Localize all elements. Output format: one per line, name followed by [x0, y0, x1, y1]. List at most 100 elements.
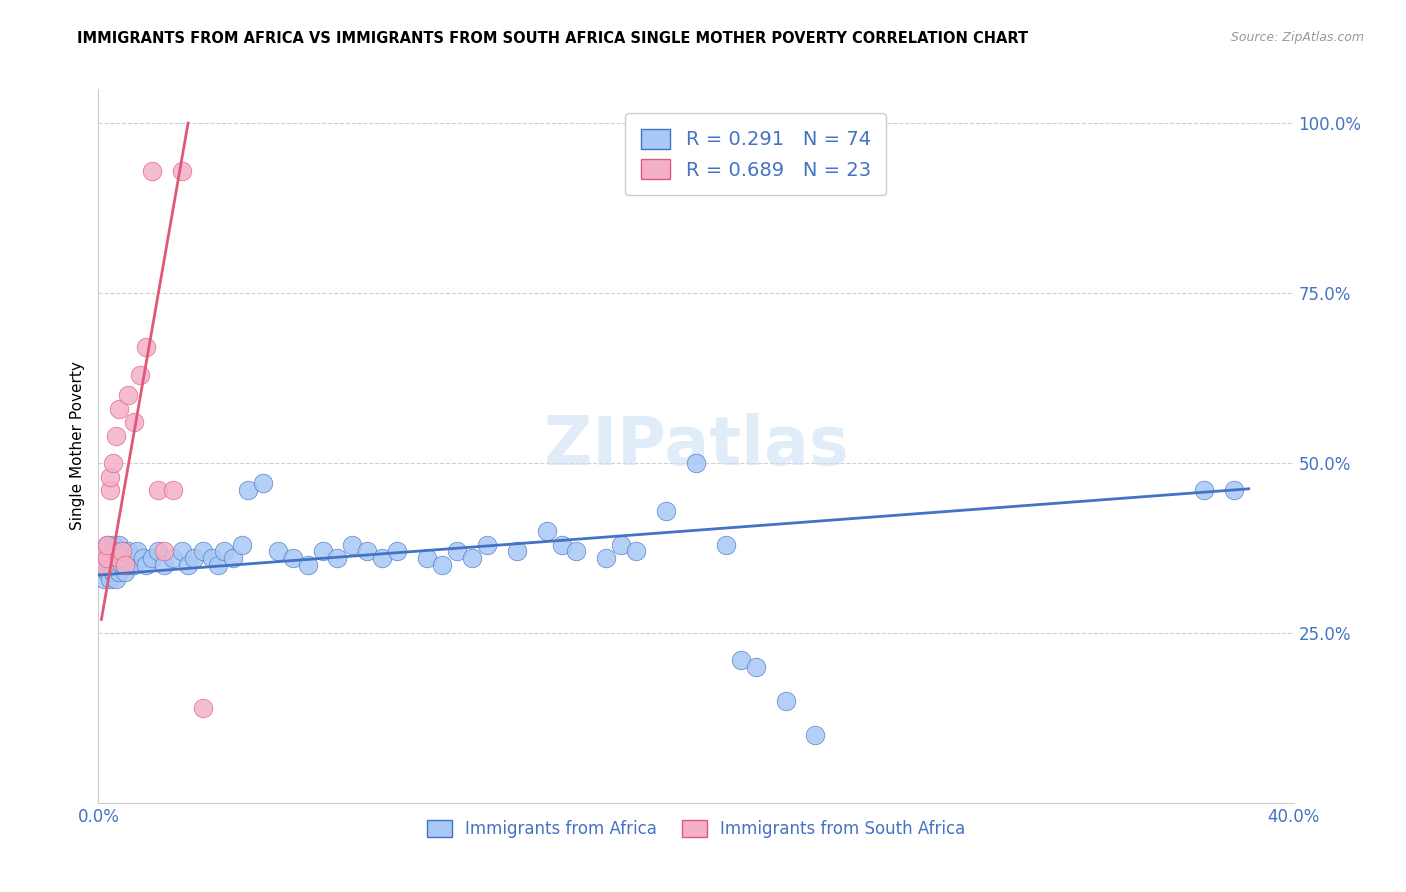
Point	[93, 572, 115, 586]
Point	[177, 558, 200, 572]
Point	[565, 544, 588, 558]
Point	[90, 551, 112, 566]
Point	[326, 551, 349, 566]
Point	[536, 524, 558, 538]
Point	[124, 558, 146, 572]
Point	[231, 537, 253, 551]
Point	[98, 483, 122, 498]
Point	[461, 551, 484, 566]
Legend: Immigrants from Africa, Immigrants from South Africa: Immigrants from Africa, Immigrants from …	[420, 813, 972, 845]
Point	[111, 544, 134, 558]
Point	[685, 456, 707, 470]
Point	[129, 368, 152, 382]
Text: ZIPatlas: ZIPatlas	[544, 413, 848, 479]
Point	[311, 544, 333, 558]
Point	[111, 558, 134, 572]
Point	[96, 537, 118, 551]
Point	[108, 551, 131, 566]
Point	[120, 551, 142, 566]
Point	[132, 551, 155, 566]
Point	[108, 565, 131, 579]
Point	[135, 558, 157, 572]
Point	[416, 551, 439, 566]
Point	[446, 544, 468, 558]
Point	[103, 456, 125, 470]
Point	[114, 558, 136, 572]
Point	[93, 558, 115, 572]
Point	[172, 163, 194, 178]
Point	[103, 537, 125, 551]
Point	[108, 537, 131, 551]
Point	[714, 537, 737, 551]
Text: Source: ZipAtlas.com: Source: ZipAtlas.com	[1230, 31, 1364, 45]
Point	[153, 544, 176, 558]
Point	[252, 476, 274, 491]
Point	[124, 415, 146, 429]
Point	[96, 565, 118, 579]
Point	[96, 551, 118, 566]
Point	[201, 551, 224, 566]
Point	[96, 537, 118, 551]
Point	[96, 551, 118, 566]
Point	[172, 544, 194, 558]
Point	[111, 544, 134, 558]
Point	[148, 483, 170, 498]
Point	[105, 572, 128, 586]
Point	[550, 537, 572, 551]
Point	[127, 544, 149, 558]
Point	[105, 429, 128, 443]
Point	[93, 544, 115, 558]
Point	[98, 544, 122, 558]
Point	[595, 551, 617, 566]
Point	[114, 551, 136, 566]
Y-axis label: Single Mother Poverty: Single Mother Poverty	[69, 361, 84, 531]
Point	[191, 700, 214, 714]
Point	[117, 544, 139, 558]
Point	[236, 483, 259, 498]
Point	[114, 565, 136, 579]
Point	[162, 551, 184, 566]
Point	[183, 551, 205, 566]
Point	[108, 551, 131, 566]
Point	[267, 544, 290, 558]
Point	[117, 388, 139, 402]
Point	[626, 544, 648, 558]
Point	[141, 163, 163, 178]
Point	[98, 572, 122, 586]
Point	[108, 401, 131, 416]
Point	[342, 537, 364, 551]
Point	[93, 544, 115, 558]
Point	[90, 558, 112, 572]
Point	[98, 469, 122, 483]
Point	[475, 537, 498, 551]
Point	[153, 558, 176, 572]
Point	[356, 544, 378, 558]
Point	[222, 551, 245, 566]
Point	[385, 544, 409, 558]
Point	[141, 551, 163, 566]
Point	[103, 551, 125, 566]
Point	[775, 694, 797, 708]
Text: IMMIGRANTS FROM AFRICA VS IMMIGRANTS FROM SOUTH AFRICA SINGLE MOTHER POVERTY COR: IMMIGRANTS FROM AFRICA VS IMMIGRANTS FRO…	[77, 31, 1028, 46]
Point	[730, 653, 752, 667]
Point	[1223, 483, 1246, 498]
Point	[1192, 483, 1215, 498]
Point	[281, 551, 304, 566]
Point	[371, 551, 394, 566]
Point	[745, 660, 768, 674]
Point	[135, 341, 157, 355]
Point	[191, 544, 214, 558]
Point	[105, 558, 128, 572]
Point	[162, 483, 184, 498]
Point	[804, 728, 827, 742]
Point	[148, 544, 170, 558]
Point	[105, 544, 128, 558]
Point	[117, 558, 139, 572]
Point	[297, 558, 319, 572]
Point	[103, 565, 125, 579]
Point	[207, 558, 229, 572]
Point	[610, 537, 633, 551]
Point	[212, 544, 235, 558]
Point	[430, 558, 453, 572]
Point	[98, 558, 122, 572]
